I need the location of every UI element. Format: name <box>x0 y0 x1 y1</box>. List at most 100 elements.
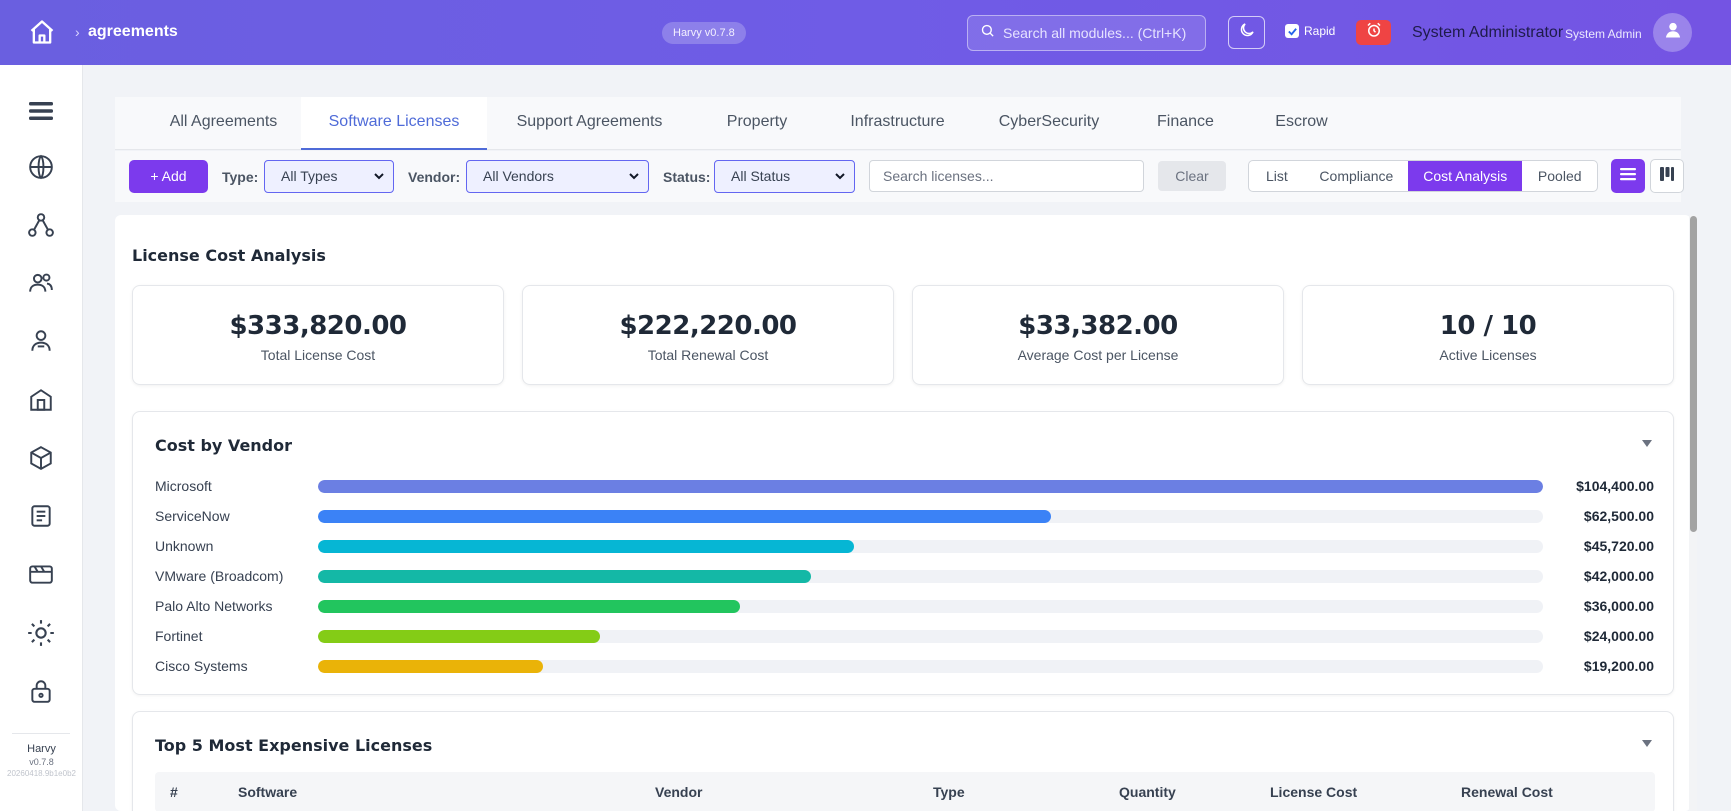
vendor-bar-track <box>318 570 1543 583</box>
vendor-name: VMware (Broadcom) <box>155 568 284 584</box>
settings-sun-icon[interactable] <box>27 619 55 647</box>
column-header-license-cost[interactable]: License Cost <box>1270 784 1358 800</box>
view-pooled-button[interactable]: Pooled <box>1537 168 1582 184</box>
vendor-bar-row: ServiceNow $62,500.00 <box>133 506 1675 526</box>
add-button[interactable]: + Add <box>129 160 208 193</box>
card-icon[interactable] <box>27 560 55 588</box>
vendor-name: Unknown <box>155 538 214 554</box>
users-icon[interactable] <box>27 269 55 297</box>
theme-toggle-button[interactable] <box>1228 16 1265 49</box>
chevron-down-icon <box>834 161 846 203</box>
vendor-bar-row: Fortinet $24,000.00 <box>133 626 1675 646</box>
vendor-bar <box>318 600 741 613</box>
lock-icon[interactable] <box>27 677 55 705</box>
cost-by-vendor-panel: Cost by Vendor Microsoft $104,400.00 Servi… <box>132 411 1674 695</box>
vendor-bar <box>318 480 1543 493</box>
tab-all-agreements[interactable]: All Agreements <box>169 113 278 130</box>
scrollbar-thumb[interactable] <box>1690 216 1697 532</box>
user-avatar-icon <box>1663 20 1683 45</box>
license-search-input[interactable] <box>883 161 1133 191</box>
sidebar-app-name: Harvy <box>27 743 56 755</box>
vendor-bar-row: Palo Alto Networks $36,000.00 <box>133 596 1675 616</box>
kpi-label: Average Cost per License <box>1017 347 1179 363</box>
alarm-clock-icon <box>1365 21 1383 44</box>
vendor-name: Microsoft <box>155 478 212 494</box>
type-filter-label: Type: <box>222 169 259 185</box>
sidebar-build-id: 20260418.9b1e0b2 <box>7 769 76 778</box>
vendor-bar <box>318 570 811 583</box>
search-icon <box>980 23 995 43</box>
view-list-button[interactable]: List <box>1265 168 1288 184</box>
moon-icon <box>1238 21 1256 44</box>
column-header-vendor[interactable]: Vendor <box>655 784 703 800</box>
status-filter-label: Status: <box>663 169 711 185</box>
list-lines-icon <box>1619 166 1637 187</box>
cube-icon[interactable] <box>27 444 55 472</box>
vendor-cost-value: $104,400.00 <box>1576 478 1654 494</box>
avatar[interactable] <box>1653 13 1692 52</box>
tab-infrastructure[interactable]: Infrastructure <box>850 113 945 130</box>
column-header-software[interactable]: Software <box>238 784 298 800</box>
menu-icon[interactable] <box>27 97 55 125</box>
vendor-bar-track <box>318 630 1543 643</box>
tab-cybersecurity[interactable]: CyberSecurity <box>998 113 1100 130</box>
top-licenses-title: Top 5 Most Expensive Licenses <box>155 736 433 755</box>
vendor-cost-value: $42,000.00 <box>1583 568 1654 584</box>
tab-property[interactable]: Property <box>726 113 788 130</box>
collapse-toggle-icon[interactable] <box>1641 736 1653 748</box>
kpi-value: $33,382.00 <box>1018 311 1178 341</box>
column-header-renewal-cost[interactable]: Renewal Cost <box>1461 784 1553 800</box>
cost-analysis-panel: License Cost Analysis $333,820.00 Total … <box>115 215 1691 811</box>
view-compliance-button[interactable]: Compliance <box>1319 168 1394 184</box>
tab-support-agreements[interactable]: Support Agreements <box>516 113 663 130</box>
global-search-input[interactable] <box>1003 25 1203 41</box>
rapid-toggle[interactable]: Rapid <box>1285 24 1335 38</box>
top-licenses-panel: Top 5 Most Expensive Licenses # Software… <box>132 711 1674 811</box>
document-icon[interactable] <box>27 502 55 530</box>
column-header-rank[interactable]: # <box>170 784 178 800</box>
license-search-field[interactable] <box>869 160 1144 192</box>
view-cost-analysis-button[interactable]: Cost Analysis <box>1408 161 1523 191</box>
user-icon[interactable] <box>27 327 55 355</box>
breadcrumb-separator: › <box>75 24 80 40</box>
kpi-label: Total Renewal Cost <box>647 347 769 363</box>
sidebar-app-version: v0.7.8 <box>29 757 54 767</box>
version-badge: Harvy v0.7.8 <box>662 22 746 44</box>
kpi-value: $222,220.00 <box>619 311 797 341</box>
tab-software-licenses[interactable]: Software Licenses <box>301 97 487 150</box>
building-icon[interactable] <box>27 386 55 414</box>
globe-icon[interactable] <box>27 153 55 181</box>
status-select[interactable]: All Status <box>714 160 855 193</box>
view-mode-switch: List Compliance Cost Analysis Pooled <box>1248 160 1598 192</box>
column-header-type[interactable]: Type <box>933 784 965 800</box>
filter-bar: + Add Type: All Types Vendor: All Vendor… <box>115 151 1684 202</box>
vendor-filter-label: Vendor: <box>408 169 461 185</box>
status-select-value: All Status <box>731 168 791 184</box>
cost-by-vendor-title: Cost by Vendor <box>155 436 293 455</box>
type-select[interactable]: All Types <box>264 160 394 193</box>
sidebar: Harvy v0.7.8 20260418.9b1e0b2 <box>0 65 83 811</box>
user-role: System Admin <box>1565 27 1642 41</box>
clear-button[interactable]: Clear <box>1158 161 1226 191</box>
home-icon[interactable] <box>28 18 56 46</box>
rapid-checkbox[interactable] <box>1285 24 1299 38</box>
vendor-bar-row: Cisco Systems $19,200.00 <box>133 656 1675 676</box>
kpi-average-cost: $33,382.00 Average Cost per License <box>912 285 1284 385</box>
tab-escrow[interactable]: Escrow <box>1275 113 1328 130</box>
network-icon[interactable] <box>27 211 55 239</box>
global-search[interactable] <box>967 15 1206 51</box>
vendor-select[interactable]: All Vendors <box>466 160 649 193</box>
alarm-button[interactable] <box>1356 20 1391 45</box>
collapse-toggle-icon[interactable] <box>1641 436 1653 448</box>
breadcrumb[interactable]: agreements <box>88 23 178 40</box>
agreement-tabs: All Agreements Software Licenses Support… <box>115 97 1681 150</box>
kpi-value: 10 / 10 <box>1439 311 1537 341</box>
tab-finance[interactable]: Finance <box>1157 113 1214 130</box>
column-header-quantity[interactable]: Quantity <box>1119 784 1176 800</box>
board-layout-button[interactable] <box>1650 159 1684 193</box>
vendor-bar <box>318 540 855 553</box>
vendor-name: ServiceNow <box>155 508 230 524</box>
kpi-total-license-cost: $333,820.00 Total License Cost <box>132 285 504 385</box>
list-layout-button[interactable] <box>1611 159 1645 193</box>
vendor-bar-row: VMware (Broadcom) $42,000.00 <box>133 566 1675 586</box>
